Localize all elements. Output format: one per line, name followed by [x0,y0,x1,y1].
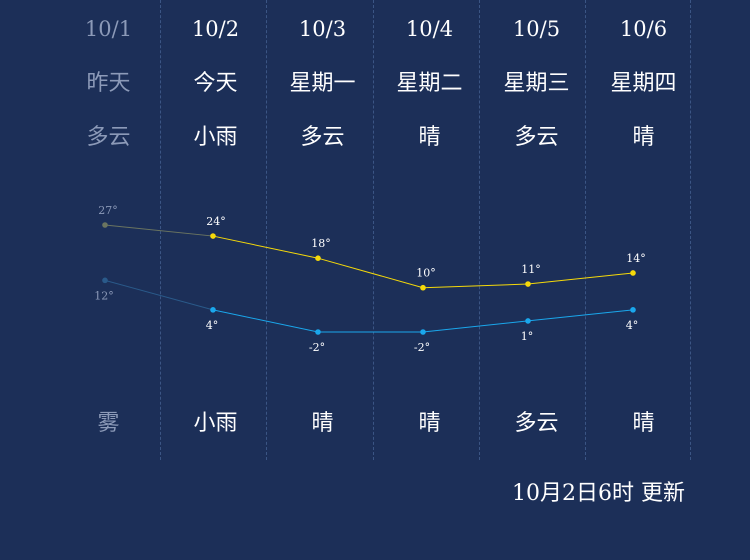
day-date: 10/4 [405,17,454,41]
day-condition: 小雨 [193,125,238,150]
column-divider [585,0,586,460]
low-temp-label: -2° [309,341,325,354]
low-temp-point [525,318,531,324]
high-temp-label: 11° [521,263,541,276]
day-name: 星期一 [289,71,356,96]
column-divider [266,0,267,460]
low-temp-point [315,329,321,335]
night-condition: 晴 [418,411,441,436]
high-temp-label: 24° [206,215,226,228]
day-condition: 晴 [418,125,441,150]
day-name: 星期四 [610,71,677,96]
column-divider [373,0,374,460]
day-condition: 多云 [300,125,345,150]
day-date: 10/2 [191,17,240,41]
day-name: 星期三 [503,71,570,96]
day-column-monday: 10/3 星期一 多云 晴 [269,0,376,460]
day-date: 10/5 [512,17,561,41]
update-time-text: 10月2日6时 更新 [512,481,685,506]
day-column-wednesday: 10/5 星期三 多云 多云 [483,0,590,460]
high-temp-label: 14° [626,252,646,265]
day-column-today: 10/2 今天 小雨 小雨 [162,0,269,460]
low-temp-label: 1° [521,330,534,343]
night-condition: 多云 [514,411,559,436]
low-temp-point [630,307,636,313]
day-date: 10/1 [84,17,133,41]
day-column-tuesday: 10/4 星期二 晴 晴 [376,0,483,460]
night-condition: 雾 [97,411,120,436]
night-condition: 晴 [632,411,655,436]
high-temp-point [102,222,108,228]
day-name: 昨天 [86,71,131,96]
day-name: 今天 [193,71,238,96]
low-temp-label: 4° [626,319,639,332]
high-temp-line [212,235,634,289]
high-temp-line-past [104,224,214,237]
day-condition: 多云 [86,125,131,150]
high-temp-label: 18° [311,237,331,250]
day-date: 10/3 [298,17,347,41]
low-temp-label: 4° [206,319,219,332]
column-divider [160,0,161,460]
low-temp-line [212,309,634,333]
day-condition: 晴 [632,125,655,150]
night-condition: 小雨 [193,411,238,436]
column-divider [479,0,480,460]
high-temp-point [420,284,426,291]
high-temp-point [315,255,321,261]
low-temp-label: -2° [414,341,430,354]
low-temp-point [420,329,426,335]
column-divider [690,0,691,460]
high-temp-point [210,233,216,239]
low-temp-line-past [104,279,214,311]
day-column-yesterday: 10/1 昨天 多云 雾 [55,0,162,460]
high-temp-point [630,270,636,276]
day-date: 10/6 [619,17,668,41]
temperature-chart: 27° 24° 18° 10° 11° 14° 12° 4° -2° -2° 1° 4° [94,204,646,354]
low-temp-point [210,307,216,313]
day-condition: 多云 [514,125,559,150]
day-column-thursday: 10/6 星期四 晴 晴 [590,0,697,460]
low-temp-point [102,277,108,284]
high-temp-point [525,281,531,287]
high-temp-label: 10° [416,267,436,280]
day-name: 星期二 [396,71,463,96]
high-temp-label: 27° [98,204,118,217]
night-condition: 晴 [311,411,334,436]
low-temp-label: 12° [94,289,114,302]
